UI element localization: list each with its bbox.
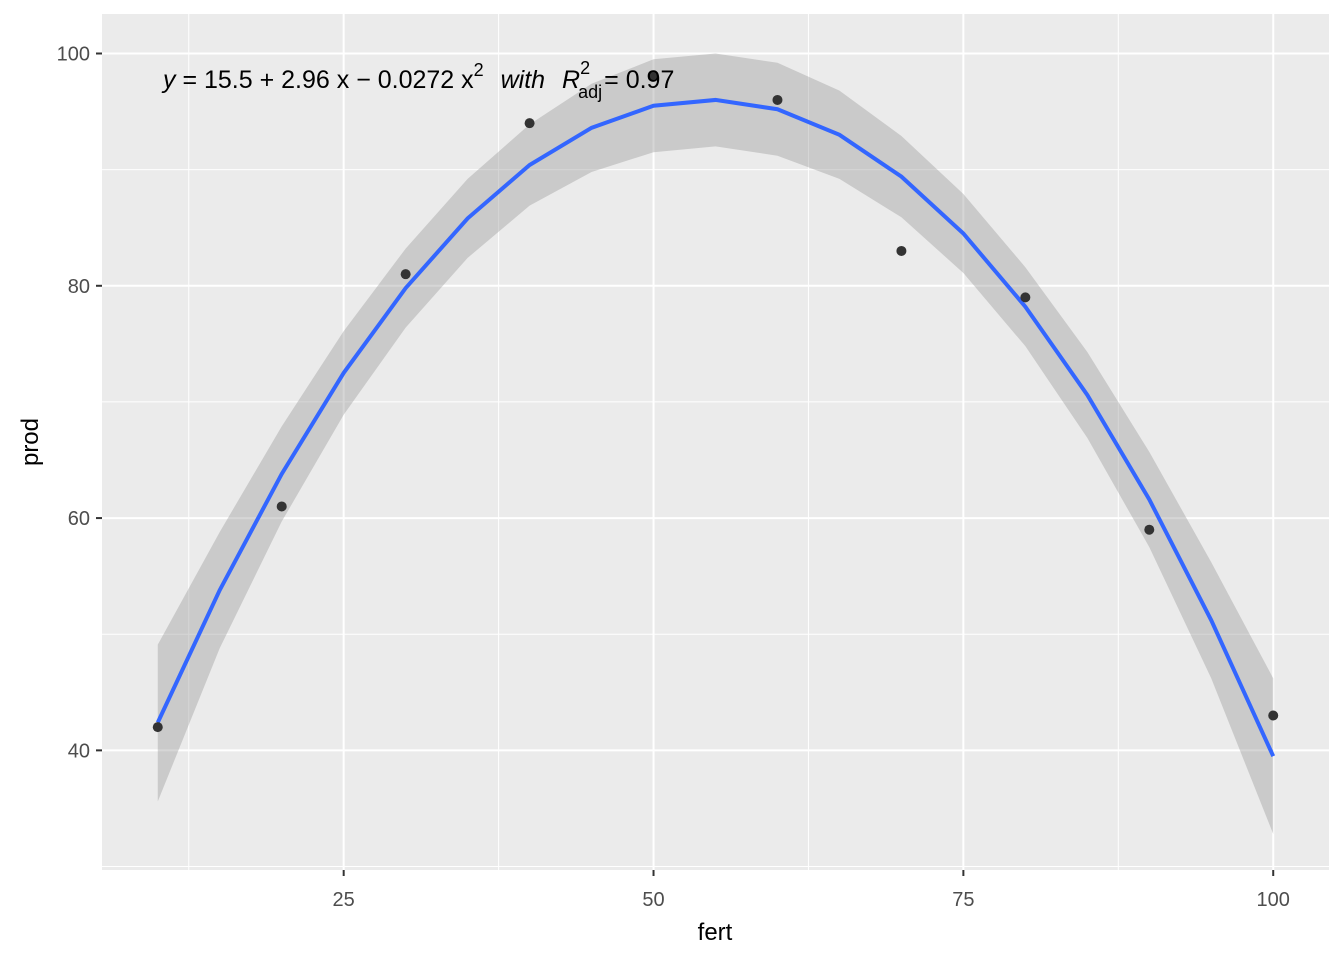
- grid: [102, 14, 1329, 870]
- y-axis-title: prod: [17, 418, 44, 466]
- eq-r-sub: adj: [578, 82, 602, 102]
- x-tick-label: 50: [642, 889, 664, 911]
- eq-with: with: [501, 66, 545, 94]
- fit-line: [155, 97, 1276, 758]
- confidence-band: [157, 53, 1274, 834]
- eq-y: y: [161, 66, 177, 94]
- equation: y = 15.5 + 2.96 x − 0.0272 x2 with R2 adj…: [161, 54, 674, 102]
- eq-r-power: 2: [580, 58, 590, 78]
- y-tick-label: 60: [68, 508, 90, 530]
- eq-rhs: = 15.5 + 2.96 x − 0.0272 x: [182, 66, 474, 94]
- point: [152, 722, 163, 733]
- point: [1268, 710, 1279, 721]
- panel: [102, 14, 1329, 870]
- point: [276, 501, 287, 512]
- point: [896, 245, 907, 256]
- x-tick-label: 100: [1257, 889, 1290, 911]
- point: [648, 71, 659, 82]
- marks: [152, 53, 1279, 834]
- eq-r-value: = 0.97: [604, 66, 674, 94]
- x-tick-label: 25: [333, 889, 355, 911]
- point: [1020, 292, 1031, 303]
- point: [1144, 524, 1155, 535]
- point: [524, 118, 535, 129]
- x-tick-label: 75: [952, 889, 974, 911]
- y-tick-label: 80: [68, 276, 90, 298]
- eq-r: R: [562, 66, 580, 94]
- point: [772, 94, 783, 105]
- eq-power: 2: [474, 60, 484, 80]
- point: [400, 269, 411, 280]
- y-tick-label: 100: [57, 43, 90, 65]
- x-axis-title: fert: [698, 919, 733, 946]
- y-tick-label: 40: [68, 740, 90, 762]
